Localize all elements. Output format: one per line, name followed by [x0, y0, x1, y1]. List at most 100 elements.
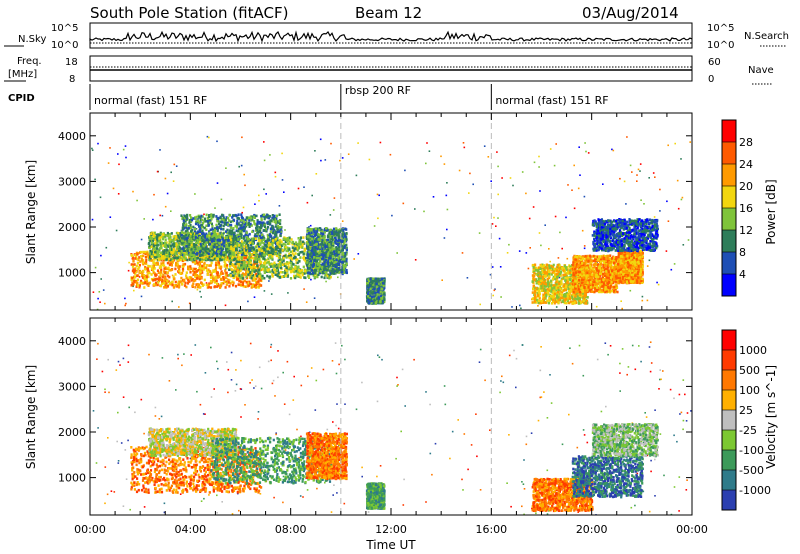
- echo-cell: [317, 238, 320, 241]
- echo-cell: [255, 262, 259, 265]
- echo-cell: [168, 269, 171, 272]
- echo-cell: [235, 262, 238, 266]
- echo-cell: [165, 286, 168, 289]
- echo-cell: [240, 246, 243, 249]
- echo-cell: [190, 258, 193, 261]
- echo-cell: [166, 285, 169, 288]
- echo-speck: [332, 209, 335, 211]
- echo-cell: [182, 248, 185, 251]
- echo-speck: [173, 163, 176, 166]
- echo-cell: [149, 239, 152, 243]
- echo-cell: [320, 228, 323, 232]
- echo-speck: [573, 207, 576, 210]
- echo-cell: [131, 263, 135, 267]
- echo-cell: [198, 265, 201, 268]
- echo-cell: [156, 252, 159, 255]
- echo-speck: [194, 193, 196, 195]
- echo-cell: [211, 254, 214, 258]
- echo-cell: [312, 238, 315, 241]
- echo-speck: [216, 182, 219, 184]
- echo-cell: [238, 249, 241, 252]
- echo-cell: [262, 264, 266, 268]
- echo-cell: [330, 236, 334, 239]
- echo-speck: [117, 193, 120, 195]
- echo-cell: [328, 268, 331, 271]
- echo-speck: [319, 138, 322, 141]
- echo-cell: [213, 257, 216, 261]
- echo-cell: [318, 264, 322, 268]
- echo-speck: [577, 187, 580, 190]
- echo-speck: [629, 164, 632, 167]
- echo-cell: [245, 275, 248, 279]
- echo-speck: [612, 149, 615, 152]
- nave-label: Nave: [748, 65, 774, 76]
- echo-cell: [308, 257, 311, 261]
- echo-cell: [327, 254, 331, 257]
- echo-cell: [288, 242, 291, 245]
- echo-cell: [268, 268, 271, 271]
- echo-cell: [283, 275, 286, 278]
- echo-cell: [184, 220, 187, 223]
- echo-cell: [333, 238, 336, 242]
- echo-cell: [139, 270, 142, 274]
- echo-cell: [222, 251, 225, 254]
- echo-cell: [260, 217, 263, 220]
- echo-cell: [156, 263, 160, 266]
- echo-cell: [315, 239, 318, 242]
- echo-cell: [215, 243, 218, 247]
- echo-cell: [337, 236, 340, 239]
- echo-speck: [573, 164, 575, 167]
- echo-cell: [337, 234, 340, 237]
- echo-cell: [321, 262, 324, 266]
- echo-cell: [265, 265, 268, 269]
- echo-cell: [230, 249, 233, 253]
- echo-cell: [219, 255, 222, 259]
- echo-cell: [190, 248, 193, 251]
- echo-cell: [292, 249, 295, 252]
- echo-cell: [167, 234, 170, 237]
- echo-cell: [259, 267, 262, 271]
- echo-cell: [327, 251, 331, 254]
- echo-cell: [184, 281, 187, 285]
- echo-cell: [148, 258, 151, 262]
- echo-cell: [154, 242, 157, 245]
- echo-cell: [131, 282, 135, 286]
- echo-cell: [329, 228, 332, 232]
- echo-cell: [261, 277, 264, 280]
- echo-cell: [186, 236, 189, 239]
- echo-cell: [220, 217, 223, 221]
- echo-cell: [165, 258, 168, 261]
- echo-cell: [274, 230, 277, 233]
- echo-cell: [308, 264, 311, 268]
- echo-cell: [299, 256, 302, 259]
- echo-cell: [298, 260, 301, 263]
- echo-cell: [169, 258, 172, 262]
- echo-cell: [247, 271, 250, 275]
- echo-cell: [240, 219, 243, 222]
- echo-cell: [302, 265, 305, 269]
- echo-cell: [164, 271, 167, 274]
- echo-cell: [243, 228, 246, 231]
- echo-speck: [241, 211, 243, 214]
- echo-cell: [292, 256, 295, 260]
- echo-cell: [249, 253, 252, 257]
- echo-cell: [284, 240, 287, 243]
- echo-cell: [228, 250, 231, 253]
- echo-cell: [322, 232, 325, 236]
- echo-cell: [250, 253, 253, 256]
- echo-cell: [309, 261, 312, 265]
- echo-cell: [189, 255, 192, 258]
- echo-cell: [195, 277, 198, 280]
- echo-cell: [261, 257, 264, 261]
- echo-cell: [168, 248, 171, 251]
- echo-cell: [237, 244, 240, 247]
- echo-cell: [171, 251, 174, 255]
- echo-cell: [158, 239, 161, 243]
- echo-speck: [125, 156, 127, 159]
- echo-cell: [187, 265, 190, 269]
- freq-label: Freq.: [17, 56, 42, 67]
- echo-cell: [275, 232, 278, 236]
- echo-cell: [333, 250, 336, 253]
- echo-cell: [187, 226, 190, 230]
- echo-speck: [287, 292, 289, 294]
